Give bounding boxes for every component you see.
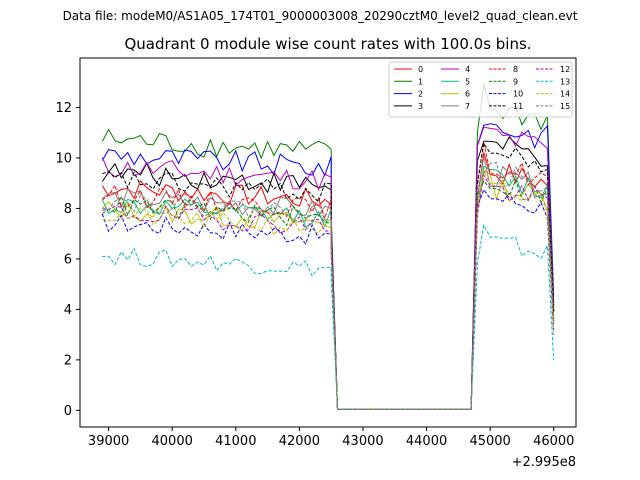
y-axis: 0 2 4 6 8 10 12 [55,101,80,419]
series-line-11 [102,142,555,410]
x-tick-label: 39000 [88,434,129,449]
chart-title: Quadrant 0 module wise count rates with … [124,35,531,53]
legend-label-5: 5 [465,77,470,86]
legend-label-9: 9 [513,77,518,86]
x-tick-label: 42000 [279,434,320,449]
y-tick-label: 8 [64,202,72,217]
y-tick-label: 10 [55,151,72,166]
y-tick-label: 6 [64,252,72,267]
series-line-2 [101,123,555,410]
legend-label-2: 2 [418,90,423,99]
legend-label-1: 1 [418,77,423,86]
legend-label-6: 6 [465,90,470,99]
x-tick-label: 46000 [533,434,574,449]
legend-frame [388,61,573,118]
legend-label-11: 11 [513,102,523,111]
y-tick-label: 0 [64,404,72,419]
series-line-15 [102,162,555,410]
series-line-13 [102,223,555,410]
legend-label-14: 14 [560,90,570,99]
series-line-3 [101,136,555,410]
series-line-9 [102,178,555,410]
plot-frame [79,57,577,428]
series-line-7 [101,156,555,410]
series-layer [101,84,555,410]
series-line-6 [101,169,555,410]
legend-label-13: 13 [560,77,570,86]
legend-label-8: 8 [513,65,518,74]
x-tick-label: 41000 [215,434,256,449]
series-line-10 [101,188,555,410]
legend-label-0: 0 [418,65,423,74]
series-line-4 [101,126,555,410]
series-line-14 [102,168,555,410]
series-line-1 [101,84,555,410]
x-tick-label: 40000 [152,434,193,449]
series-line-12 [102,173,555,410]
legend-label-4: 4 [465,65,470,74]
legend-label-3: 3 [418,102,423,111]
x-offset-label: +2.995e8 [512,455,576,470]
series-line-8 [102,142,555,410]
x-axis: 39000 40000 41000 42000 43000 44000 45000 46000 [88,427,574,449]
legend-label-10: 10 [513,90,523,99]
x-tick-label: 43000 [342,434,383,449]
series-line-0 [101,152,555,410]
legend-label-7: 7 [465,102,470,111]
chart-suptitle: Data file: modeM0/AS1A05_174T01_90000030… [63,9,578,23]
y-tick-label: 12 [55,101,72,116]
y-tick-label: 2 [64,353,72,368]
x-tick-label: 44000 [406,434,447,449]
y-tick-label: 4 [64,303,72,318]
legend-label-15: 15 [560,102,570,111]
x-tick-label: 45000 [469,434,510,449]
legend-label-12: 12 [560,65,570,74]
